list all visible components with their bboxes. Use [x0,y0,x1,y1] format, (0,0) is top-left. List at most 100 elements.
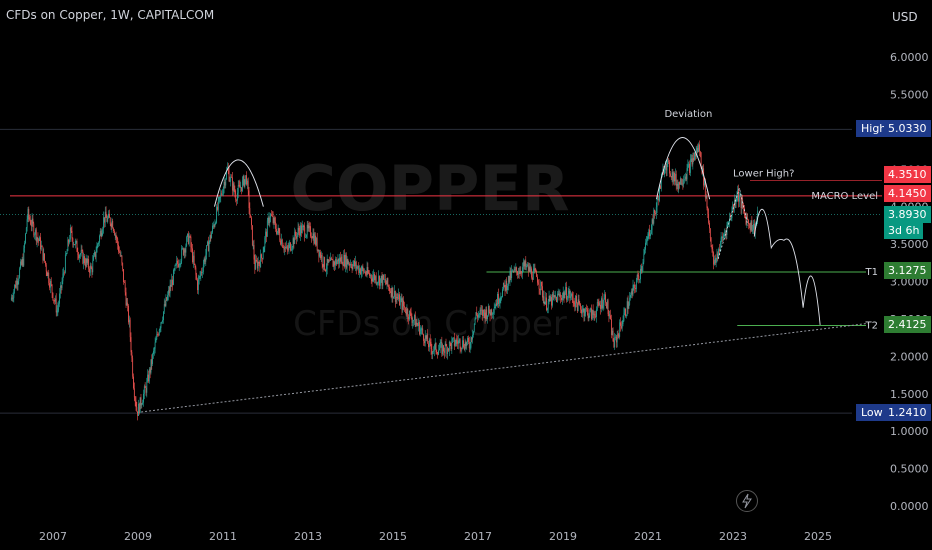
candle-body [709,222,710,229]
candle-body [162,320,163,322]
candle-body [34,234,36,236]
candle-body [45,264,47,272]
candle-body [350,263,351,266]
x-tick-label: 2015 [379,530,407,543]
candle-body [95,252,97,258]
lightning-icon[interactable] [736,490,758,512]
candle-body [340,257,341,262]
candle-body [536,271,537,277]
candle-body [324,257,326,270]
candle-body [214,223,216,227]
candle-body [311,237,313,239]
candle-body [576,303,578,311]
candle-body [329,260,331,262]
candle-body [640,268,642,271]
candle-body [68,239,70,243]
candle-body [687,164,689,169]
candle-body [326,259,328,269]
candle-body [217,199,219,210]
candle-body [296,236,297,239]
candle-body [138,403,139,416]
candle-body [106,217,108,222]
candle-body [686,168,688,180]
candle-body [544,301,546,305]
candle-body [680,178,682,185]
candle-body [676,183,678,186]
candle-body [313,233,315,244]
candle-body [591,308,592,320]
candle-body [389,287,390,292]
candle-body [60,285,62,288]
candle-body [415,322,417,327]
candle-body [241,187,242,191]
candle-body [99,235,100,243]
wedge-lines[interactable] [717,186,749,260]
support-trendline[interactable] [137,322,869,413]
candle-body [166,297,168,301]
candle-body [331,259,333,260]
candle-body [135,400,137,408]
candle-body [592,310,594,315]
candle-body [174,265,176,270]
candle-body [715,258,717,263]
candle-body [566,287,567,300]
candle-body [274,217,276,222]
candle-body [252,245,254,246]
y-tick-label: 1.0000 [890,425,929,438]
candle-body [157,334,159,335]
candle-body [369,274,371,276]
projected-path[interactable] [753,209,821,325]
candle-body [474,318,476,324]
top-2011-arc[interactable] [214,159,264,207]
candle-body [430,342,432,350]
lower-high-label: Lower High? [733,169,794,180]
candle-body [56,310,58,313]
candle-body [394,290,396,302]
candle-body [630,295,631,298]
candle-body [523,262,525,267]
candle-body [55,298,57,313]
candle-body [289,242,291,246]
candle-body [447,348,449,354]
candle-body [576,295,577,304]
candle-body [581,309,582,314]
candle-body [332,259,334,267]
candle-body [69,239,70,243]
candle-body [13,290,15,298]
candle-body [586,308,587,310]
candle-body [241,180,243,191]
candle-body [337,258,339,262]
candle-body [432,351,434,354]
candle-body [61,281,63,288]
candle-body [180,260,182,265]
candle-body [722,237,724,239]
candle-body [107,217,109,222]
candle-body [675,173,677,186]
candle-body [384,278,386,283]
deviation-arc[interactable] [656,136,711,200]
candle-body [131,352,133,359]
candle-body [247,180,249,191]
candle-body [92,260,94,273]
candle-body [141,404,143,406]
candle-body [84,256,85,264]
candle-body [372,277,374,282]
candle-body [489,312,491,316]
candle-body [461,347,463,349]
candle-body [714,259,715,265]
candle-body [613,341,615,348]
candle-body [530,268,532,272]
candle-body [601,298,602,309]
candle-body [689,159,691,173]
candle-body [41,245,43,247]
t2-price-tag: 2.4125 [884,316,931,333]
candle-body [161,321,163,323]
candle-body [263,247,265,253]
candle-body [671,172,673,178]
candle-body [537,276,538,283]
candle-body [738,196,740,202]
candle-body [644,249,646,255]
candle-body [735,199,737,204]
